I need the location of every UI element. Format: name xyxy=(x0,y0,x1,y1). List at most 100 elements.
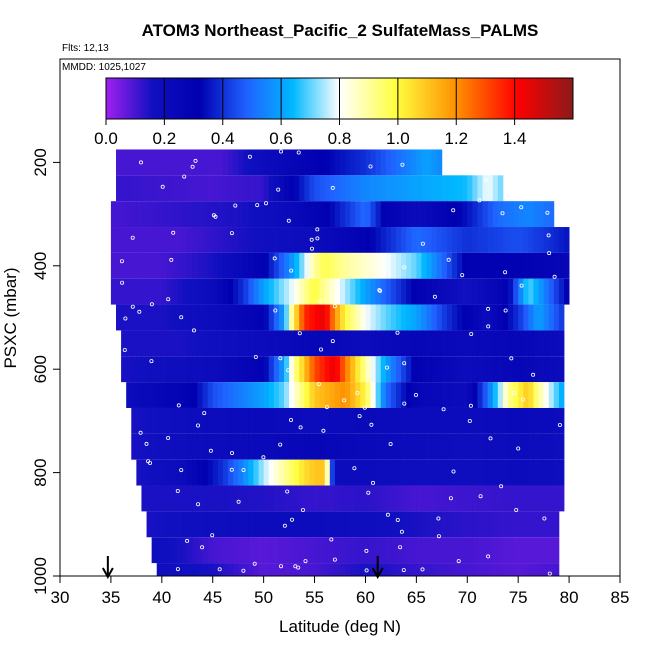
heatmap-cell xyxy=(217,252,224,279)
heatmap-cell xyxy=(329,175,336,202)
heatmap-cell xyxy=(319,149,326,176)
heatmap-cell xyxy=(222,175,229,202)
heatmap-cell xyxy=(355,511,361,538)
sample-point xyxy=(509,356,514,361)
heatmap-cell xyxy=(324,278,331,305)
sample-point xyxy=(330,339,335,344)
heatmap-cell xyxy=(492,537,499,564)
heatmap-cell xyxy=(187,407,193,434)
heatmap-cell xyxy=(202,304,209,331)
heatmap-cell xyxy=(253,511,259,538)
sample-point xyxy=(488,436,493,441)
heatmap-cell xyxy=(121,227,127,253)
heatmap-cell xyxy=(482,537,489,564)
heatmap-cell xyxy=(304,485,310,512)
heatmap-cell xyxy=(309,175,315,202)
heatmap-cell xyxy=(253,330,259,357)
heatmap-cell xyxy=(284,485,290,512)
heatmap-cell xyxy=(202,433,209,460)
heatmap-cell xyxy=(558,459,565,486)
heatmap-cell xyxy=(217,537,224,564)
heatmap-cell xyxy=(345,459,351,486)
sample-point xyxy=(402,361,407,366)
heatmap-cell xyxy=(436,201,443,228)
heatmap-cell xyxy=(411,563,417,576)
heatmap-cell xyxy=(482,278,489,305)
heatmap-cell xyxy=(518,304,524,331)
heatmap-cell xyxy=(492,227,499,253)
heatmap-cell xyxy=(166,175,173,202)
heatmap-cell xyxy=(222,407,229,434)
heatmap-cell xyxy=(314,278,321,305)
heatmap-cell xyxy=(508,304,514,331)
heatmap-cell xyxy=(192,537,198,564)
heatmap-cell xyxy=(452,252,458,279)
y-tick-label: 800 xyxy=(31,458,50,486)
heatmap-cell xyxy=(345,407,351,434)
heatmap-cell xyxy=(441,459,448,486)
heatmap-cell xyxy=(182,356,188,383)
heatmap-cell xyxy=(248,227,254,253)
heatmap-cell xyxy=(126,278,132,305)
heatmap-cell xyxy=(492,407,499,434)
heatmap-cell xyxy=(126,382,132,408)
heatmap-cell xyxy=(273,485,280,512)
heatmap-cell xyxy=(528,537,534,564)
heatmap-cell xyxy=(487,175,494,202)
heatmap-cell xyxy=(284,227,290,253)
heatmap-cell xyxy=(212,433,219,460)
heatmap-cell xyxy=(166,252,173,279)
heatmap-cell xyxy=(401,459,407,486)
heatmap-cell xyxy=(406,304,412,331)
heatmap-cell xyxy=(197,459,203,486)
heatmap-cell xyxy=(360,485,366,512)
heatmap-cell xyxy=(482,563,489,576)
heatmap-cell xyxy=(492,511,499,538)
heatmap-cell xyxy=(385,278,392,305)
heatmap-cell xyxy=(319,227,326,253)
heatmap-cell xyxy=(436,382,443,408)
sample-point xyxy=(395,518,400,523)
heatmap-cell xyxy=(518,459,524,486)
heatmap-cell xyxy=(253,563,259,576)
heatmap-cell xyxy=(207,537,214,564)
heatmap-cell xyxy=(172,278,178,305)
heatmap-cell xyxy=(161,330,168,357)
heatmap-cell xyxy=(182,459,188,486)
heatmap-cell xyxy=(263,563,270,576)
heatmap-cell xyxy=(329,201,336,228)
heatmap-cell xyxy=(462,227,468,253)
heatmap-cell xyxy=(228,511,234,538)
heatmap-cell xyxy=(365,330,371,357)
heatmap-cell xyxy=(472,537,478,564)
heatmap-cell xyxy=(222,201,229,228)
heatmap-cell xyxy=(421,304,427,331)
heatmap-cell xyxy=(548,433,555,460)
heatmap-cell xyxy=(197,511,203,538)
heatmap-cell xyxy=(161,356,168,383)
heatmap-cell xyxy=(406,278,412,305)
heatmap-cell xyxy=(508,382,514,408)
heatmap-cell xyxy=(161,278,168,305)
heatmap-cell xyxy=(243,356,249,383)
heatmap-cell xyxy=(233,356,239,383)
heatmap-cell xyxy=(365,485,371,512)
sample-point xyxy=(196,502,201,507)
heatmap-cell xyxy=(360,304,366,331)
heatmap-cell xyxy=(222,304,229,331)
heatmap-cell xyxy=(222,227,229,253)
heatmap-cell xyxy=(192,330,198,357)
heatmap-cell xyxy=(411,304,417,331)
sample-point xyxy=(413,392,418,397)
heatmap-cell xyxy=(278,304,285,331)
heatmap-cell xyxy=(334,459,341,486)
heatmap-cell xyxy=(334,330,341,357)
heatmap-cell xyxy=(441,330,448,357)
heatmap-cell xyxy=(508,485,514,512)
heatmap-cell xyxy=(487,563,494,576)
sample-point xyxy=(179,315,184,320)
heatmap-cell xyxy=(263,175,270,202)
heatmap-cell xyxy=(258,537,265,564)
heatmap-cell xyxy=(396,407,402,434)
heatmap-cell xyxy=(477,201,483,228)
